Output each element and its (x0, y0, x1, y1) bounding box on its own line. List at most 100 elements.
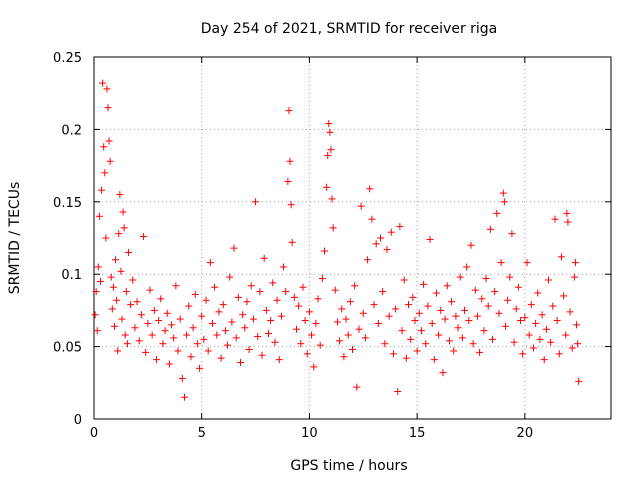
data-point (562, 331, 570, 339)
data-point (377, 234, 385, 242)
data-point (366, 185, 374, 193)
data-point (196, 364, 204, 372)
data-point (333, 318, 341, 326)
chart-title: Day 254 of 2021, SRMTID for receiver rig… (201, 21, 498, 37)
data-point (297, 340, 305, 348)
data-point (127, 301, 135, 309)
data-point (385, 312, 393, 320)
data-point (254, 332, 262, 340)
data-point (211, 283, 219, 291)
data-point (110, 322, 118, 330)
data-point (152, 356, 160, 364)
data-point (344, 331, 352, 339)
data-point (198, 312, 206, 320)
data-point (269, 279, 277, 287)
data-point (473, 312, 481, 320)
data-point (328, 195, 336, 203)
data-point (394, 387, 402, 395)
data-point (504, 296, 512, 304)
data-point (471, 286, 479, 294)
data-point (437, 306, 445, 314)
data-point (476, 348, 484, 356)
data-point (286, 157, 294, 165)
data-point (428, 319, 436, 327)
data-point (118, 315, 126, 323)
data-point (104, 104, 112, 112)
data-point (465, 317, 473, 325)
data-point (239, 311, 247, 319)
data-point (405, 301, 413, 309)
data-point (420, 280, 428, 288)
data-point (107, 273, 115, 281)
data-point (117, 267, 125, 275)
data-point (532, 319, 540, 327)
data-point (219, 301, 227, 309)
data-point (230, 244, 238, 252)
y-axis-ticks: 0 0.05 0.1 0.15 0.2 0.25 (53, 51, 611, 428)
data-point (226, 273, 234, 281)
data-point (135, 337, 143, 345)
data-point (323, 183, 331, 191)
data-point (129, 276, 137, 284)
data-point (168, 321, 176, 329)
data-point (575, 377, 583, 385)
data-point (336, 337, 344, 345)
data-point (422, 340, 430, 348)
y-tick-label: 0.25 (53, 51, 82, 66)
data-point (312, 319, 320, 327)
data-point (103, 85, 111, 93)
data-point (163, 309, 171, 317)
data-point (389, 350, 397, 358)
data-point (277, 312, 285, 320)
data-point (176, 315, 184, 323)
data-point (91, 311, 99, 319)
data-point (102, 234, 110, 242)
data-point (364, 256, 372, 264)
data-point (264, 330, 272, 338)
data-point (114, 347, 122, 355)
data-point (284, 178, 292, 186)
data-point (517, 317, 525, 325)
data-point (185, 302, 193, 310)
data-point (534, 289, 542, 297)
y-tick-label: 0.1 (61, 268, 82, 283)
data-point (305, 308, 313, 316)
data-point (500, 198, 508, 206)
data-point (415, 309, 423, 317)
data-point (495, 309, 503, 317)
data-point (140, 233, 148, 241)
data-point (224, 341, 232, 349)
data-point (213, 331, 221, 339)
data-point (267, 317, 275, 325)
data-point (165, 360, 173, 368)
data-point (301, 317, 309, 325)
data-point (115, 230, 123, 238)
data-point (122, 288, 130, 296)
data-point (538, 311, 546, 319)
x-axis-ticks: 0 5 10 15 20 (90, 57, 533, 441)
data-point (161, 327, 169, 335)
data-point (247, 282, 255, 290)
data-point (326, 128, 334, 136)
data-point (409, 293, 417, 301)
data-point (573, 321, 581, 329)
data-point (200, 335, 208, 343)
data-point (510, 338, 518, 346)
data-point (170, 334, 178, 342)
x-tick-label: 10 (301, 426, 318, 441)
data-point (568, 344, 576, 352)
data-point (92, 288, 100, 296)
data-point (351, 282, 359, 290)
data-point (521, 314, 529, 322)
data-point (155, 317, 163, 325)
data-point (398, 327, 406, 335)
data-point (342, 315, 350, 323)
data-point (157, 295, 165, 303)
data-point (133, 298, 141, 306)
x-tick-label: 15 (409, 426, 426, 441)
data-point (407, 335, 415, 343)
data-points (91, 79, 583, 401)
y-tick-label: 0.05 (53, 341, 82, 356)
data-point (527, 301, 535, 309)
data-point (448, 298, 456, 306)
